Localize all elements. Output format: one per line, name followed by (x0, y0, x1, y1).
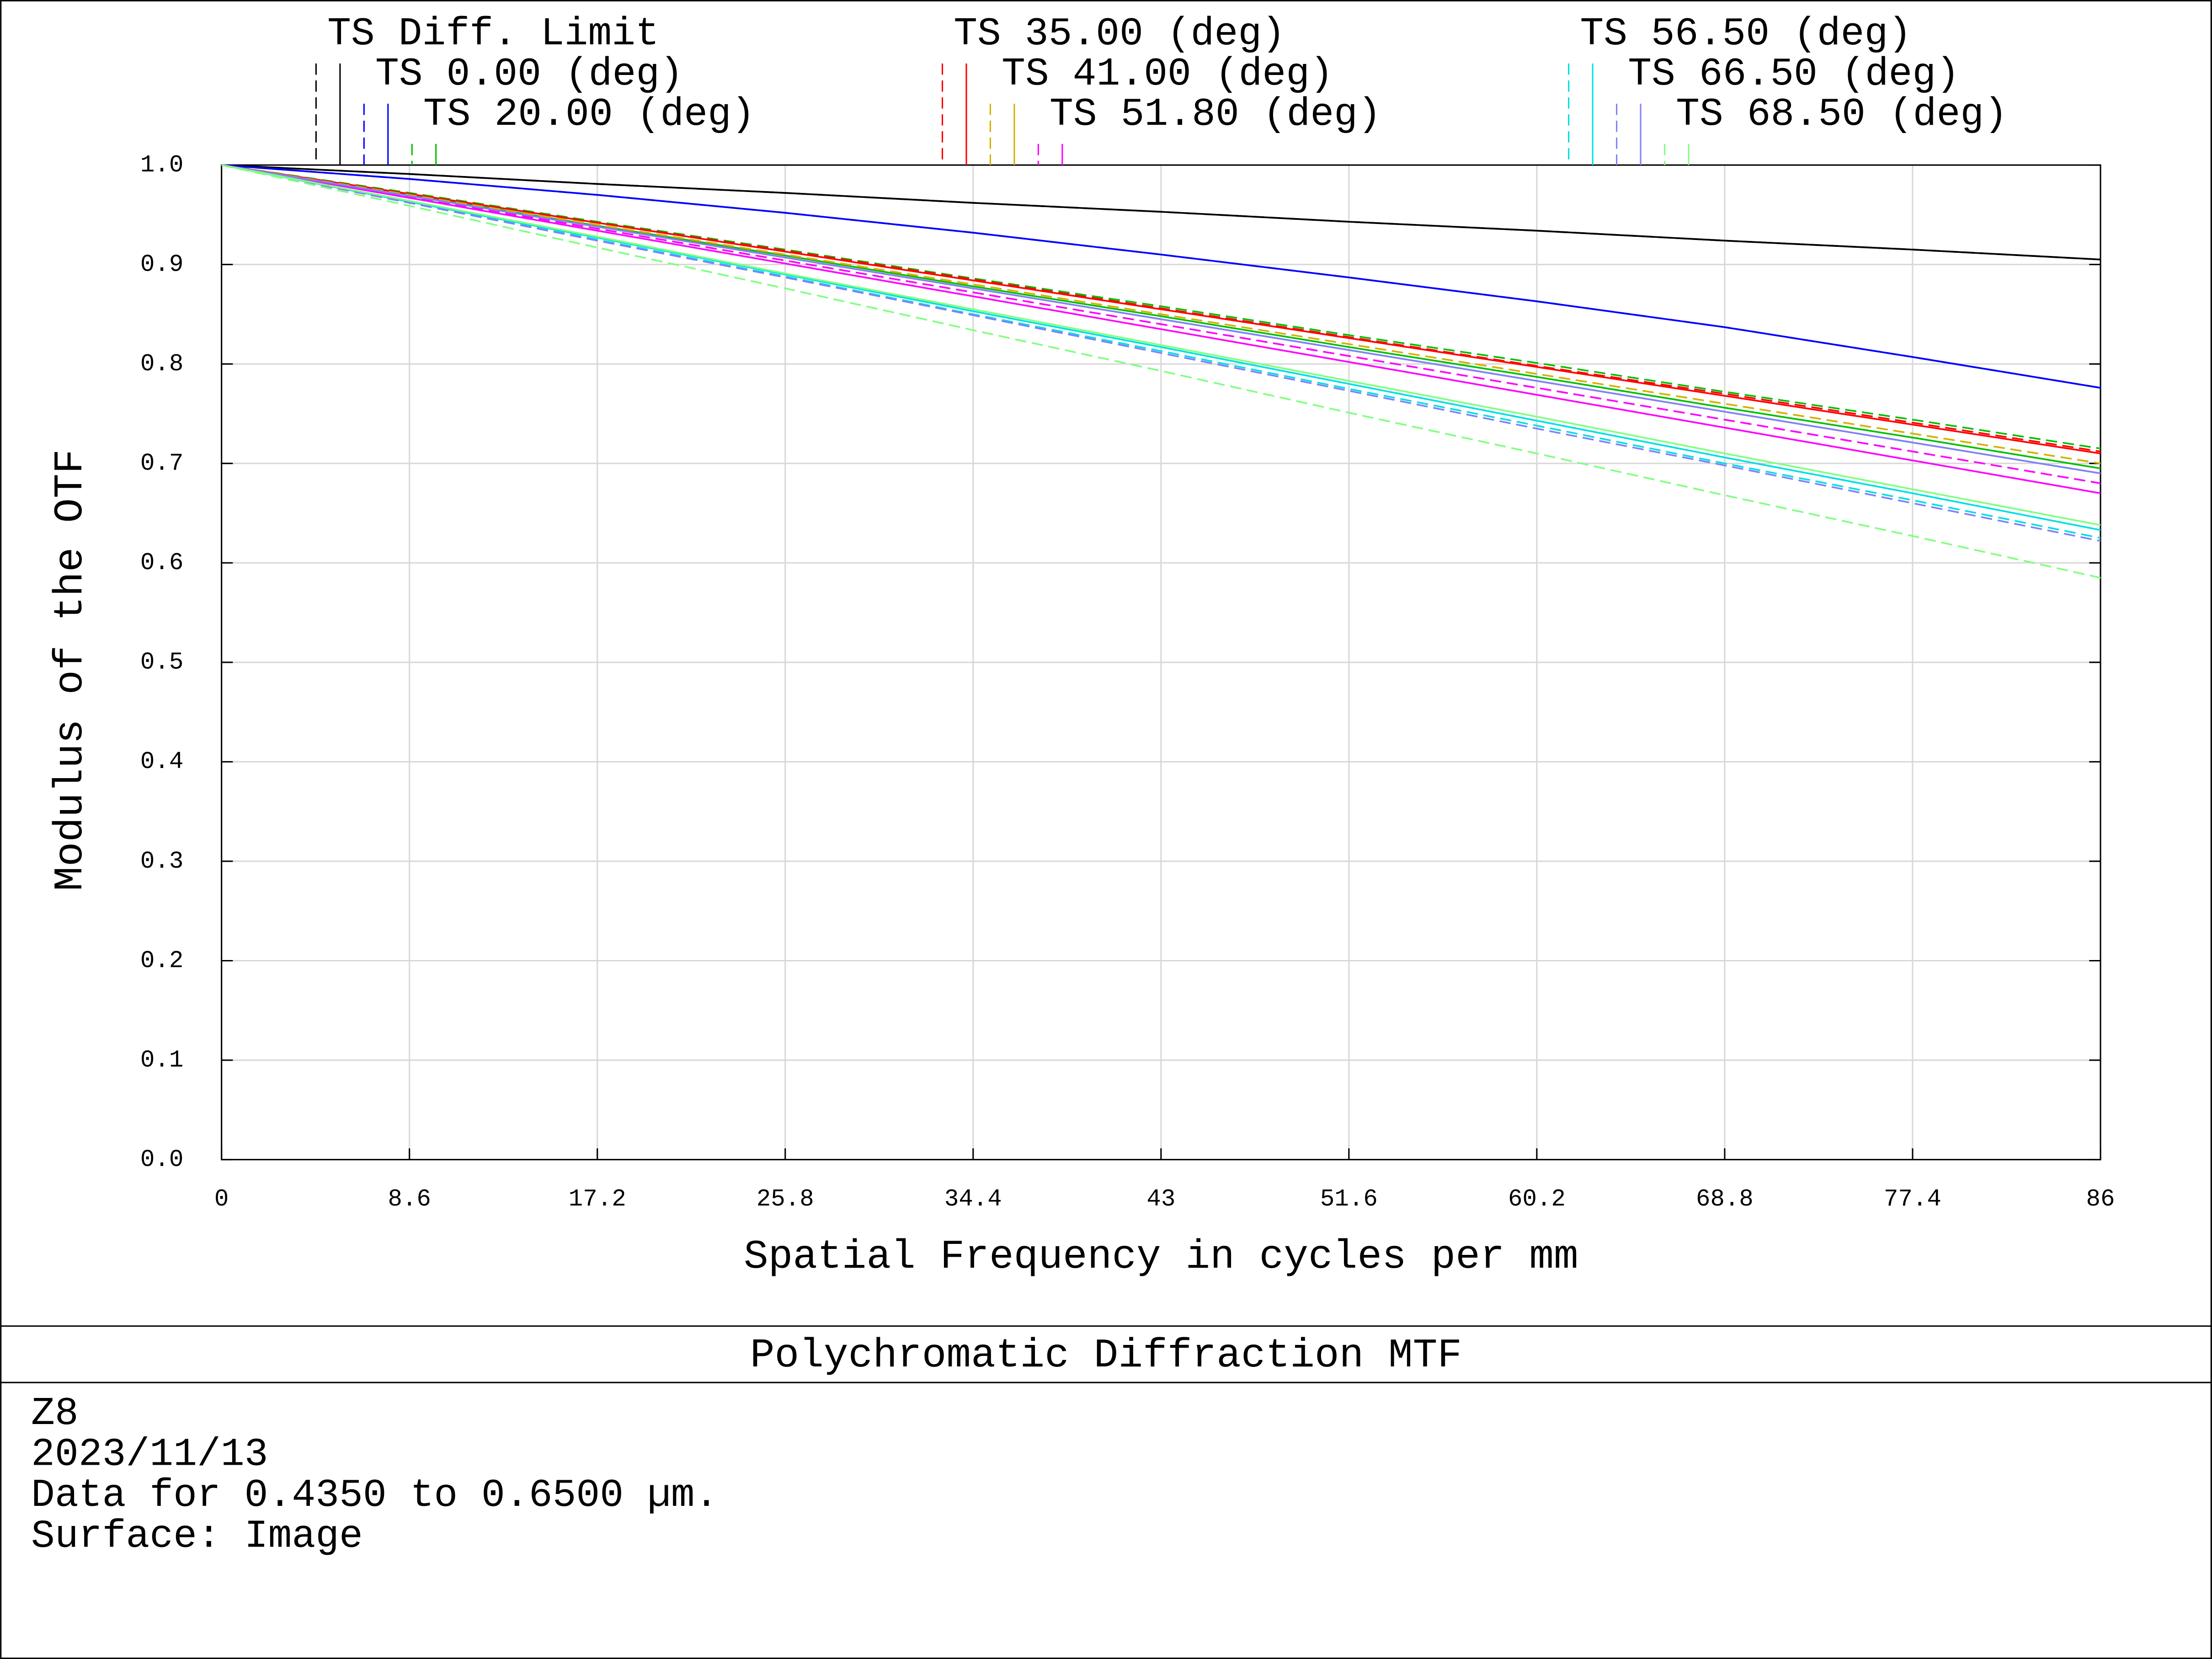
tangential-line (221, 164, 2101, 494)
tangential-line (221, 164, 2101, 469)
y-tick-label: 0.6 (140, 549, 183, 576)
x-tick-label: 25.8 (757, 1185, 814, 1213)
y-tick-label: 0.4 (140, 748, 183, 775)
x-tick-label: 43 (1146, 1185, 1175, 1213)
chart-title: Polychromatic Diffraction MTF (750, 1332, 1462, 1379)
legend-label: TS 20.00 (deg) (423, 92, 755, 137)
note: Z8 (31, 1391, 79, 1436)
x-tick-label: 68.8 (1696, 1185, 1754, 1213)
tangential-line (221, 164, 2101, 475)
x-axis-label: Spatial Frequency in cycles per mm (744, 1233, 1578, 1280)
legend-label: TS 56.50 (deg) (1580, 11, 1912, 56)
note: 2023/11/13 (31, 1432, 268, 1477)
legend-label: TS 51.80 (deg) (1050, 92, 1381, 137)
y-tick-label: 0.1 (140, 1046, 183, 1074)
y-tick-label: 0.3 (140, 848, 183, 875)
y-tick-label: 0.5 (140, 649, 183, 676)
x-tick-label: 77.4 (1884, 1185, 1941, 1213)
x-tick-label: 0 (214, 1185, 229, 1213)
plot-area (221, 164, 2101, 1161)
x-tick-label: 34.4 (944, 1185, 1002, 1213)
sagittal-line (221, 164, 2101, 485)
x-tick-label: 60.2 (1508, 1185, 1566, 1213)
y-tick-label: 0.9 (140, 251, 183, 278)
legend-label: TS 66.50 (deg) (1628, 52, 1960, 96)
legend-label: TS 41.00 (deg) (1002, 52, 1333, 96)
legend-label: TS 0.00 (deg) (375, 52, 683, 96)
tangential-line (221, 164, 2101, 531)
legend-label: TS 68.50 (deg) (1676, 92, 2008, 137)
sagittal-line (221, 164, 2101, 539)
x-tick-label: 86 (2086, 1185, 2115, 1213)
y-tick-label: 0.8 (140, 350, 183, 378)
y-tick-label: 0.2 (140, 947, 183, 974)
x-tick-label: 8.6 (388, 1185, 431, 1213)
sagittal-line (221, 164, 2101, 542)
tangential-line (221, 164, 2101, 526)
sagittal-line (221, 164, 2101, 453)
sagittal-line (221, 164, 2101, 449)
y-tick-label: 0.0 (140, 1146, 183, 1173)
x-tick-label: 51.6 (1320, 1185, 1378, 1213)
y-tick-label: 0.7 (140, 450, 183, 477)
legend-label: TS Diff. Limit (327, 11, 659, 56)
x-tick-label: 17.2 (569, 1185, 626, 1213)
tangential-line (221, 164, 2101, 389)
note: Data for 0.4350 to 0.6500 µm. (31, 1473, 718, 1518)
y-tick-label: 1.0 (140, 151, 183, 179)
note: Surface: Image (31, 1514, 363, 1558)
tangential-line (221, 164, 2101, 261)
legend-label: TS 35.00 (deg) (954, 11, 1285, 56)
sagittal-line (221, 164, 2101, 464)
y-axis-label: Modulus of the OTF (47, 449, 94, 891)
tangential-line (221, 164, 2101, 454)
